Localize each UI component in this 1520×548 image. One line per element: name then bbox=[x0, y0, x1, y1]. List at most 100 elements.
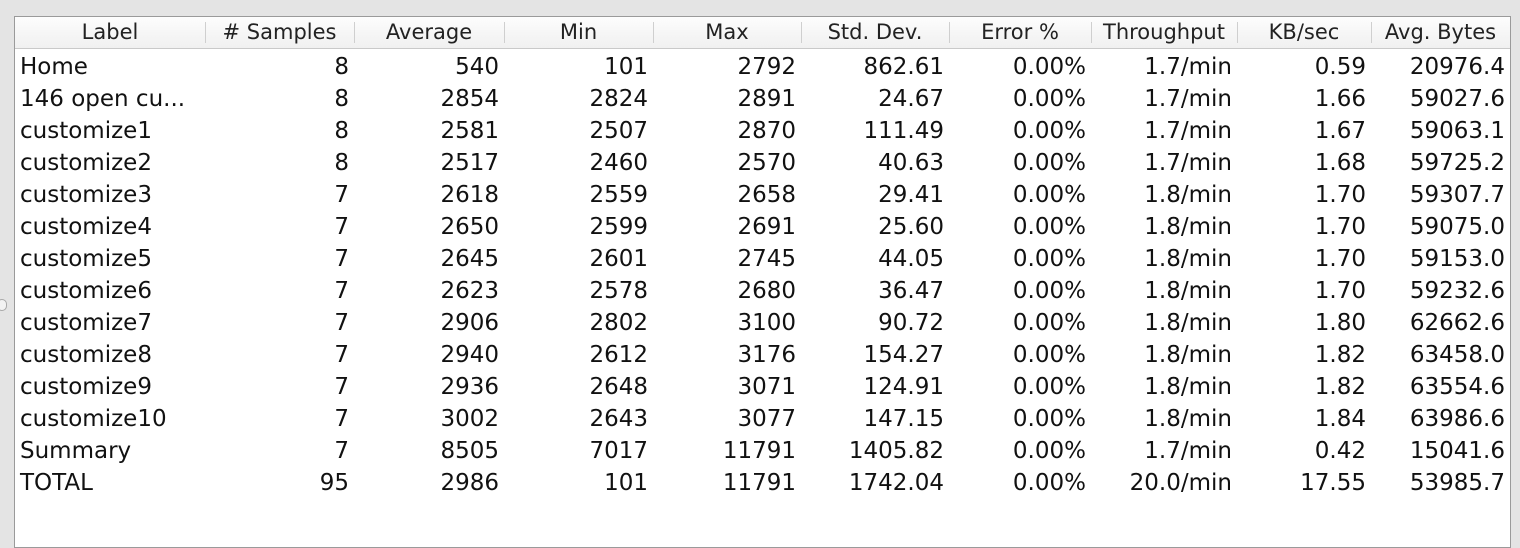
cell-average: 2940 bbox=[440, 342, 499, 368]
column-separator[interactable] bbox=[1091, 22, 1092, 43]
cell-kb-sec: 1.66 bbox=[1314, 86, 1366, 112]
cell-throughput: 1.8/min bbox=[1144, 246, 1232, 272]
cell-std-dev: 44.05 bbox=[878, 246, 944, 272]
column-header-average[interactable]: Average bbox=[385, 20, 473, 44]
table-row[interactable]: customize2 8 2517 2460 2570 40.63 0.00% 1.7/min… bbox=[15, 147, 1510, 179]
cell-max: 2870 bbox=[737, 118, 796, 144]
cell-average: 3002 bbox=[440, 406, 499, 432]
cell-label: Summary bbox=[20, 438, 132, 464]
cell-samples: 8 bbox=[334, 54, 349, 80]
cell-std-dev: 111.49 bbox=[863, 118, 944, 144]
cell-throughput: 1.7/min bbox=[1144, 86, 1232, 112]
cell-label: customize9 bbox=[20, 374, 152, 400]
cell-std-dev: 29.41 bbox=[878, 182, 944, 208]
table-row[interactable]: customize3 7 2618 2559 2658 29.41 0.00% 1.8/min… bbox=[15, 179, 1510, 211]
cell-error-pct: 0.00% bbox=[1012, 374, 1086, 400]
cell-error-pct: 0.00% bbox=[1012, 54, 1086, 80]
cell-max: 2691 bbox=[737, 214, 796, 240]
column-separator[interactable] bbox=[354, 22, 355, 43]
cell-kb-sec: 1.70 bbox=[1314, 214, 1366, 240]
cell-max: 11791 bbox=[722, 470, 796, 496]
cell-max: 3176 bbox=[737, 342, 796, 368]
cell-min: 2578 bbox=[589, 278, 648, 304]
cell-min: 2648 bbox=[589, 374, 648, 400]
cell-max: 3100 bbox=[737, 310, 796, 336]
cell-average: 2645 bbox=[440, 246, 499, 272]
cell-kb-sec: 1.80 bbox=[1314, 310, 1366, 336]
cell-std-dev: 124.91 bbox=[863, 374, 944, 400]
table-row[interactable]: Summary 7 8505 7017 11791 1405.82 0.00% 1.7/min… bbox=[15, 435, 1510, 467]
table-row[interactable]: customize6 7 2623 2578 2680 36.47 0.00% 1.8/min… bbox=[15, 275, 1510, 307]
column-separator[interactable] bbox=[801, 22, 802, 43]
cell-error-pct: 0.00% bbox=[1012, 150, 1086, 176]
cell-kb-sec: 1.67 bbox=[1314, 118, 1366, 144]
column-header-avg-bytes[interactable]: Avg. Bytes bbox=[1384, 20, 1497, 44]
table-row[interactable]: customize7 7 2906 2802 3100 90.72 0.00% 1.8/min… bbox=[15, 307, 1510, 339]
top-panel-edge bbox=[0, 0, 1520, 17]
cell-std-dev: 24.67 bbox=[878, 86, 944, 112]
cell-label: customize2 bbox=[20, 150, 152, 176]
column-header-max[interactable]: Max bbox=[705, 20, 749, 44]
table-row[interactable]: 146 open cu... 8 2854 2824 2891 24.67 0.00% 1.7… bbox=[15, 83, 1510, 115]
column-header-throughput[interactable]: Throughput bbox=[1103, 20, 1225, 44]
cell-max: 3077 bbox=[737, 406, 796, 432]
cell-label: customize4 bbox=[20, 214, 152, 240]
cell-samples: 7 bbox=[334, 406, 349, 432]
cell-label: customize10 bbox=[20, 406, 167, 432]
cell-kb-sec: 1.68 bbox=[1314, 150, 1366, 176]
table-row[interactable]: customize10 7 3002 2643 3077 147.15 0.00% 1.8/m… bbox=[15, 403, 1510, 435]
cell-min: 2460 bbox=[589, 150, 648, 176]
column-header-label[interactable]: Label bbox=[81, 20, 139, 44]
cell-min: 2601 bbox=[589, 246, 648, 272]
cell-avg-bytes: 59307.7 bbox=[1409, 182, 1505, 208]
column-separator[interactable] bbox=[653, 22, 654, 43]
cell-min: 101 bbox=[604, 54, 648, 80]
cell-std-dev: 90.72 bbox=[878, 310, 944, 336]
results-table[interactable]: Label # Samples Average Min Max Std. Dev. Erro… bbox=[14, 16, 1511, 548]
column-header-std-dev[interactable]: Std. Dev. bbox=[827, 20, 923, 44]
column-header-samples[interactable]: # Samples bbox=[222, 20, 337, 44]
column-separator[interactable] bbox=[949, 22, 950, 43]
cell-label: customize1 bbox=[20, 118, 152, 144]
column-header-kb-sec[interactable]: KB/sec bbox=[1268, 20, 1340, 44]
table-row[interactable]: customize5 7 2645 2601 2745 44.05 0.00% 1.8/min… bbox=[15, 243, 1510, 275]
column-header-error-pct[interactable]: Error % bbox=[981, 20, 1059, 44]
cell-average: 2986 bbox=[440, 470, 499, 496]
cell-average: 2623 bbox=[440, 278, 499, 304]
table-body: Home 8 540 101 2792 862.61 0.00% 1.7/min 0.59 209… bbox=[15, 51, 1510, 499]
cell-max: 2745 bbox=[737, 246, 796, 272]
cell-throughput: 1.7/min bbox=[1144, 150, 1232, 176]
cell-error-pct: 0.00% bbox=[1012, 246, 1086, 272]
table-row[interactable]: customize1 8 2581 2507 2870 111.49 0.00% 1.7/mi… bbox=[15, 115, 1510, 147]
column-separator[interactable] bbox=[1237, 22, 1238, 43]
cell-min: 7017 bbox=[589, 438, 648, 464]
cell-samples: 7 bbox=[334, 374, 349, 400]
column-separator[interactable] bbox=[1371, 22, 1372, 43]
cell-max: 2680 bbox=[737, 278, 796, 304]
cell-min: 2612 bbox=[589, 342, 648, 368]
table-row[interactable]: TOTAL 95 2986 101 11791 1742.04 0.00% 20.0/min 1… bbox=[15, 467, 1510, 499]
cell-avg-bytes: 20976.4 bbox=[1409, 54, 1505, 80]
cell-label: 146 open cu... bbox=[20, 86, 186, 112]
cell-label: Home bbox=[20, 54, 88, 80]
table-row[interactable]: customize4 7 2650 2599 2691 25.60 0.00% 1.8/min… bbox=[15, 211, 1510, 243]
column-separator[interactable] bbox=[205, 22, 206, 43]
left-panel-edge bbox=[0, 16, 14, 548]
cell-min: 2824 bbox=[589, 86, 648, 112]
cell-error-pct: 0.00% bbox=[1012, 118, 1086, 144]
cell-avg-bytes: 59027.6 bbox=[1409, 86, 1505, 112]
cell-kb-sec: 0.59 bbox=[1314, 54, 1366, 80]
splitter-handle[interactable] bbox=[0, 299, 7, 311]
cell-avg-bytes: 63986.6 bbox=[1409, 406, 1505, 432]
cell-min: 2643 bbox=[589, 406, 648, 432]
cell-error-pct: 0.00% bbox=[1012, 406, 1086, 432]
cell-throughput: 1.8/min bbox=[1144, 374, 1232, 400]
table-row[interactable]: customize8 7 2940 2612 3176 154.27 0.00% 1.8/mi… bbox=[15, 339, 1510, 371]
cell-avg-bytes: 62662.6 bbox=[1409, 310, 1505, 336]
cell-kb-sec: 1.82 bbox=[1314, 342, 1366, 368]
cell-avg-bytes: 59075.0 bbox=[1409, 214, 1505, 240]
table-row[interactable]: Home 8 540 101 2792 862.61 0.00% 1.7/min 0.59 209… bbox=[15, 51, 1510, 83]
column-header-min[interactable]: Min bbox=[559, 20, 598, 44]
table-row[interactable]: customize9 7 2936 2648 3071 124.91 0.00% 1.8/mi… bbox=[15, 371, 1510, 403]
column-separator[interactable] bbox=[504, 22, 505, 43]
